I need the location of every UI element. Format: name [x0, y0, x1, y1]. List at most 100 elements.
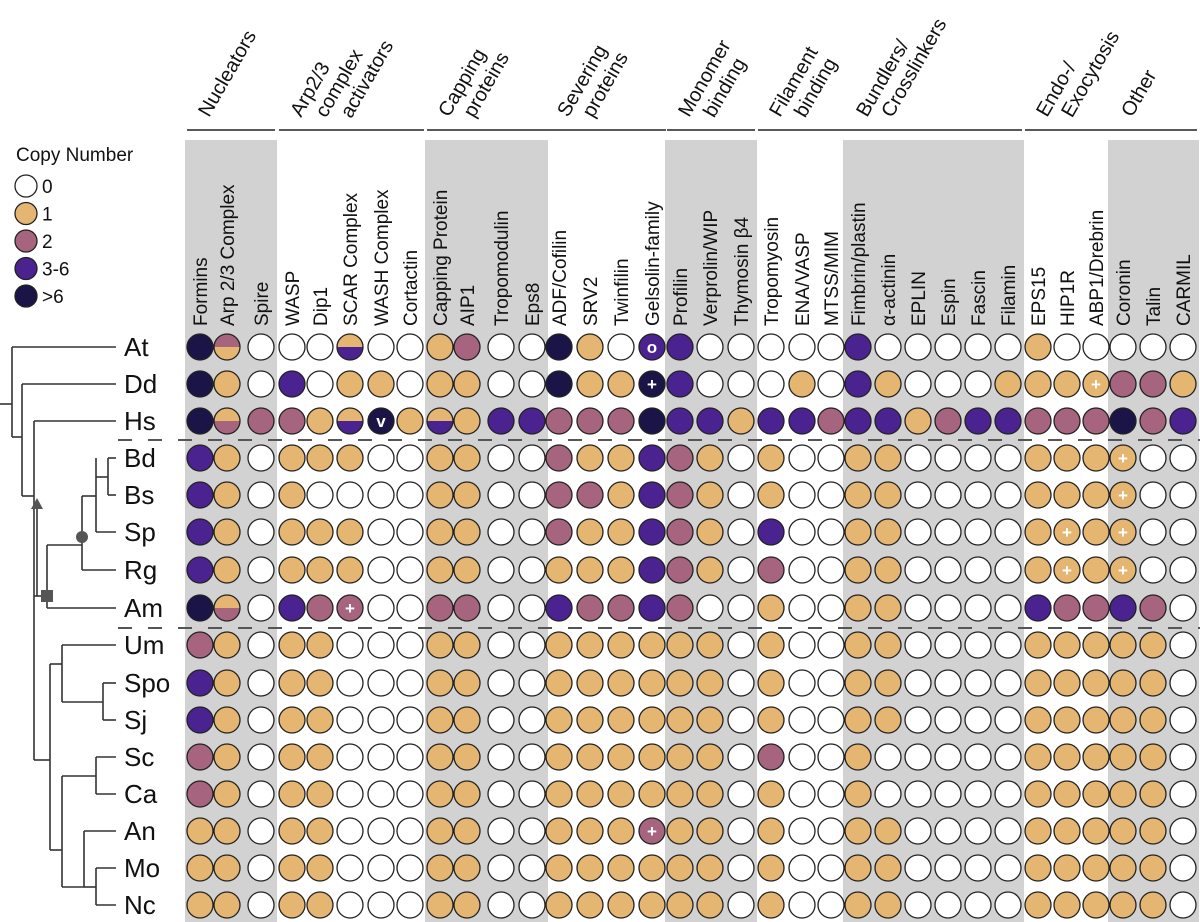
cell-dot — [994, 333, 1022, 361]
column-label: SRV2 — [581, 277, 602, 326]
cell-Rg-16 — [666, 556, 694, 584]
column-label: Arp 2/3 Complex — [218, 184, 239, 326]
cell-dot — [518, 669, 546, 697]
cell-dot — [696, 743, 724, 771]
cell-Dd-23 — [874, 370, 902, 398]
cell-dot — [817, 706, 845, 734]
cell-mark: + — [1062, 561, 1072, 580]
cell-bottom-half — [337, 347, 363, 360]
cell-dot — [426, 780, 454, 808]
cell-Hs-24 — [904, 407, 932, 435]
cell-Um-8 — [426, 631, 454, 659]
cell-dot — [336, 817, 364, 845]
cell-Rg-33 — [1169, 556, 1197, 584]
cell-Bs-7 — [396, 481, 424, 509]
cell-dot — [186, 333, 214, 361]
cell-Sp-5 — [336, 518, 364, 546]
cell-Bs-11 — [518, 481, 546, 509]
cell-dot — [844, 854, 872, 882]
cell-dot — [964, 370, 992, 398]
cell-dot — [817, 743, 845, 771]
cell-dot — [1169, 594, 1197, 622]
cell-At-28 — [1024, 333, 1052, 361]
cell-Mo-16 — [666, 854, 694, 882]
cell-dot — [844, 743, 872, 771]
cell-Ca-1 — [213, 780, 241, 808]
cell-Dd-12 — [545, 370, 573, 398]
group-label-8: Other — [1117, 66, 1161, 121]
cell-Mo-33 — [1169, 854, 1197, 882]
cell-dot — [453, 854, 481, 882]
cell-Bs-2 — [247, 481, 275, 509]
cell-dot — [817, 891, 845, 919]
cell-At-25 — [934, 333, 962, 361]
cell-dot — [186, 854, 214, 882]
cell-Rg-8 — [426, 556, 454, 584]
cell-Hs-14 — [607, 407, 635, 435]
cell-dot — [336, 556, 364, 584]
group-label-6: Bundlers/Crosslinkers — [852, 4, 951, 132]
cell-Bs-1 — [213, 481, 241, 509]
cell-Sj-16 — [666, 706, 694, 734]
cell-Nc-33 — [1169, 891, 1197, 919]
species-label: Sp — [124, 517, 156, 547]
cell-dot — [213, 518, 241, 546]
cell-Sc-31 — [1109, 743, 1137, 771]
cell-outline — [336, 407, 364, 435]
cell-dot — [518, 370, 546, 398]
cell-dot — [518, 854, 546, 882]
group-label-2: Cappingproteins — [434, 37, 514, 131]
cell-dot — [727, 631, 755, 659]
cell-dot — [367, 743, 395, 771]
cell-Hs-26 — [964, 407, 992, 435]
cell-Ca-20 — [788, 780, 816, 808]
cell-Hs-22 — [844, 407, 872, 435]
cell-Um-19 — [757, 631, 785, 659]
cell-dot — [934, 817, 962, 845]
cell-Rg-20 — [788, 556, 816, 584]
cell-dot — [213, 481, 241, 509]
cell-dot — [336, 854, 364, 882]
cell-dot — [336, 743, 364, 771]
cell-mark: v — [376, 412, 386, 431]
column-label: EPLIN — [909, 271, 930, 326]
cell-dot — [607, 481, 635, 509]
cell-Sc-26 — [964, 743, 992, 771]
cell-dot — [278, 780, 306, 808]
cell-Rg-6 — [367, 556, 395, 584]
cell-dot — [1139, 854, 1167, 882]
cell-dot — [934, 706, 962, 734]
cell-Hs-7 — [396, 407, 424, 435]
cell-Bs-19 — [757, 481, 785, 509]
cell-dot — [934, 556, 962, 584]
cell-dot — [396, 631, 424, 659]
cell-dot — [934, 594, 962, 622]
cell-dot — [817, 780, 845, 808]
cell-dot — [306, 817, 334, 845]
cell-dot — [487, 594, 515, 622]
species-label: Ca — [124, 779, 158, 809]
cell-Mo-7 — [396, 854, 424, 882]
cell-At-5 — [336, 333, 364, 361]
cell-dot — [426, 556, 454, 584]
cell-dot — [396, 556, 424, 584]
cell-Spo-11 — [518, 669, 546, 697]
cell-dot — [247, 444, 275, 472]
cell-Sp-3 — [278, 518, 306, 546]
cell-Rg-30 — [1082, 556, 1110, 584]
cell-An-29 — [1053, 817, 1081, 845]
cell-dot — [638, 481, 666, 509]
species-label: Um — [124, 630, 164, 660]
cell-Mo-2 — [247, 854, 275, 882]
heatmap-cells: o + + v + + + + + + + + — [186, 333, 1197, 919]
cell-Hs-18 — [727, 407, 755, 435]
cell-dot — [453, 631, 481, 659]
cell-Sp-21 — [817, 518, 845, 546]
cell-dot — [964, 854, 992, 882]
species-label: Spo — [124, 668, 170, 698]
cell-dot — [396, 817, 424, 845]
cell-dot — [874, 669, 902, 697]
cell-dot — [1139, 780, 1167, 808]
cell-dot — [426, 854, 454, 882]
cell-Sc-33 — [1169, 743, 1197, 771]
